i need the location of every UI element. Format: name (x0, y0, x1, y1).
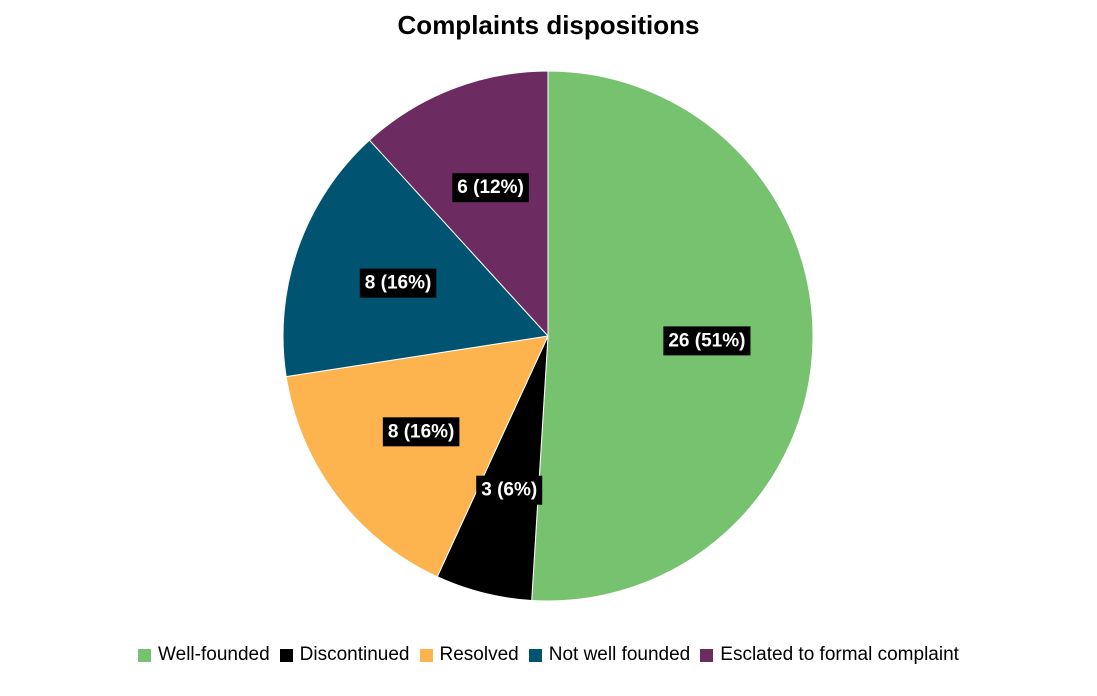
pie-slice-5 (368, 70, 549, 338)
data-label-4: 8 (16%) (359, 268, 437, 298)
legend-item-3: Resolved (419, 644, 519, 666)
legend-swatch-1 (138, 648, 152, 662)
data-label-1: 26 (51%) (663, 326, 751, 356)
legend-swatch-4 (528, 648, 542, 662)
legend-label-4: Not well founded (548, 644, 691, 665)
pie-slice-4 (282, 139, 549, 378)
data-label-text-4: 8 (16%) (365, 273, 432, 294)
data-label-box-3 (382, 417, 460, 447)
data-label-box-5 (452, 173, 529, 203)
pie-data-labels: 26 (51%) 3 (6%) 8 (16%) 8 (16%) 6 (12%) (359, 173, 751, 505)
legend-swatch-5 (700, 648, 714, 662)
legend-label-1: Well-founded (158, 644, 270, 665)
data-label-2: 3 (6%) (476, 475, 543, 505)
legend-item-4: Not well founded (528, 644, 691, 666)
data-label-text-3: 8 (16%) (388, 421, 455, 442)
legend-item-1: Well-founded (138, 644, 270, 666)
data-label-5: 6 (12%) (452, 173, 529, 203)
pie-slice-3 (285, 335, 549, 578)
legend-label-5: Esclated to formal complaint (720, 644, 959, 665)
legend-swatch-3 (419, 648, 433, 662)
legend: Well-founded Discontinued Resolved Not well… (0, 644, 1097, 666)
data-label-3: 8 (16%) (382, 417, 460, 447)
legend-item-5: Esclated to formal complaint (700, 644, 959, 666)
chart-title: Complaints dispositions (397, 10, 700, 40)
data-label-box-2 (476, 475, 543, 505)
data-label-text-2: 3 (6%) (481, 480, 537, 501)
data-label-box-1 (663, 326, 751, 356)
legend-label-3: Resolved (439, 644, 519, 665)
pie-chart: 26 (51%) 3 (6%) 8 (16%) 8 (16%) 6 (12%) (282, 70, 814, 602)
legend-label-2: Discontinued (299, 644, 410, 665)
data-label-text-1: 26 (51%) (668, 330, 745, 351)
data-label-text-5: 6 (12%) (457, 177, 524, 198)
data-label-box-4 (359, 268, 437, 298)
legend-item-2: Discontinued (279, 644, 410, 666)
legend-swatch-2 (279, 648, 293, 662)
